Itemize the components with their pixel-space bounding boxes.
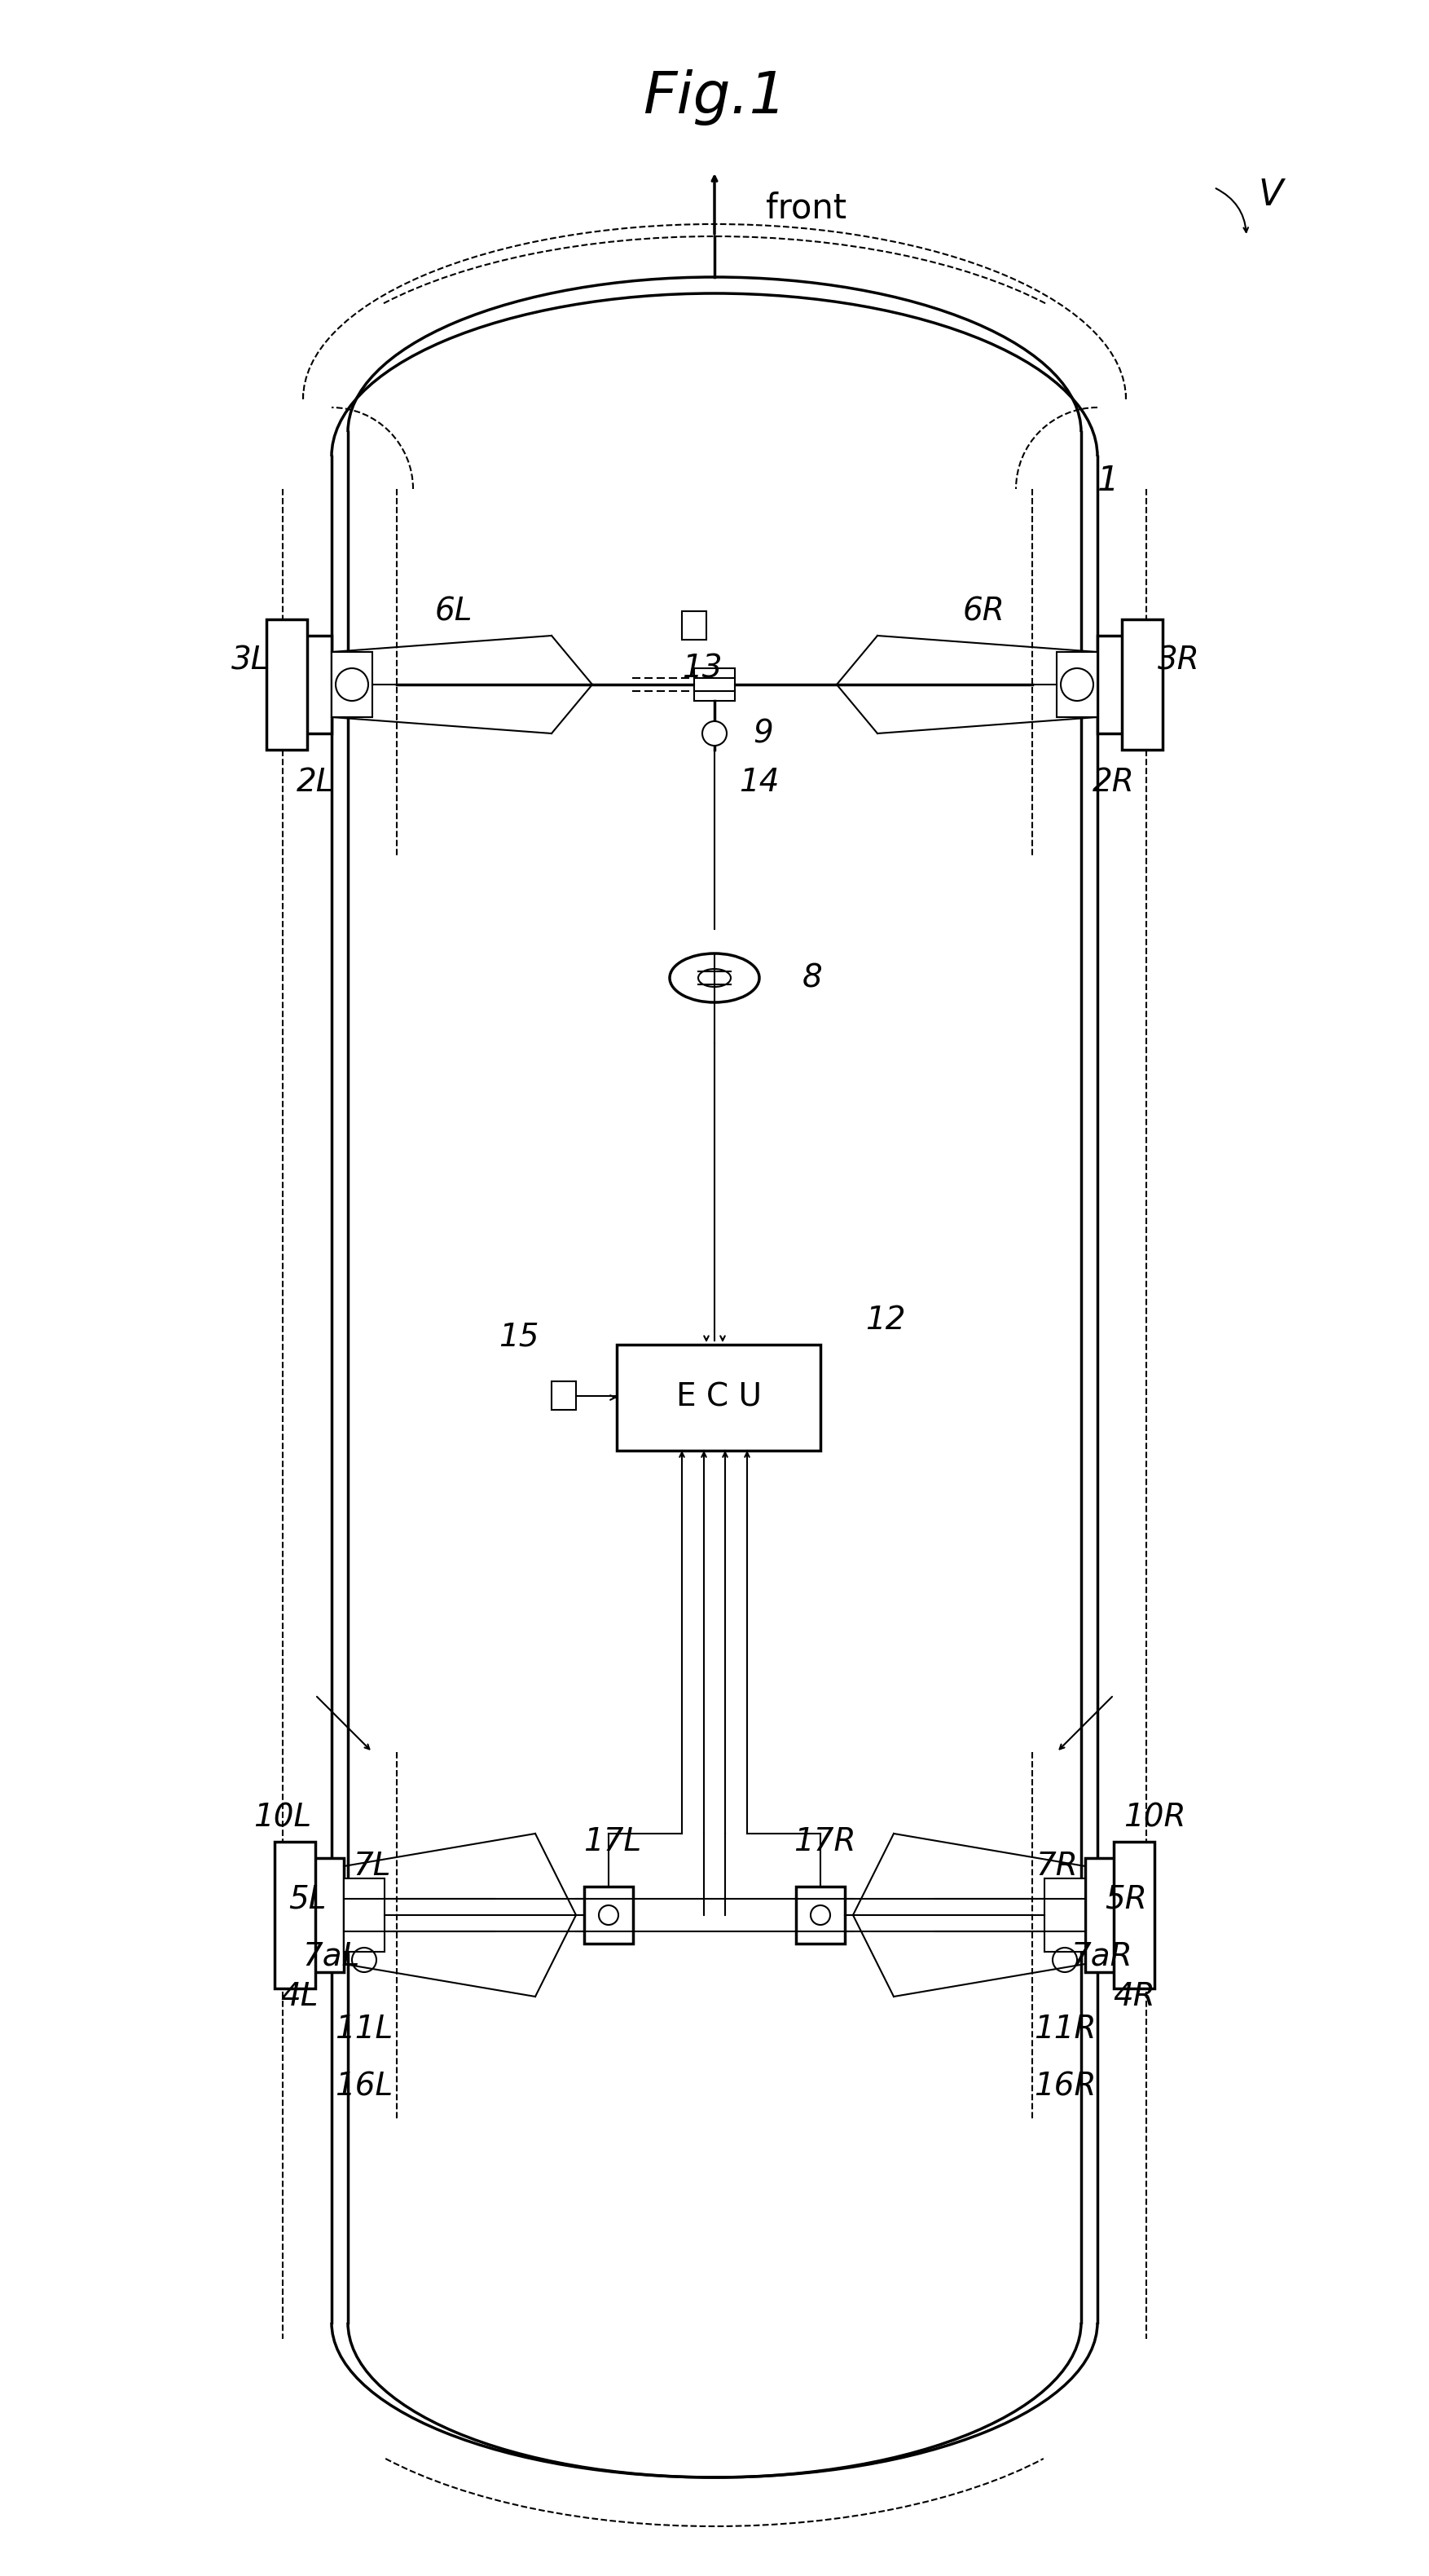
- Bar: [274, 1842, 316, 1989]
- Text: 11L: 11L: [336, 2014, 393, 2045]
- Text: 10R: 10R: [1123, 1801, 1186, 1832]
- Text: 2L: 2L: [296, 768, 334, 799]
- Text: 4R: 4R: [1113, 1981, 1155, 2012]
- Bar: [796, 1886, 845, 1945]
- Bar: [617, 1345, 820, 1450]
- Text: 4L: 4L: [280, 1981, 317, 2012]
- Bar: [552, 1381, 576, 1409]
- Text: 5R: 5R: [1105, 1883, 1147, 1914]
- Bar: [344, 1878, 384, 1953]
- Text: 16L: 16L: [336, 2071, 393, 2102]
- Bar: [694, 667, 735, 701]
- Text: Fig.1: Fig.1: [643, 70, 786, 126]
- Text: 13: 13: [682, 652, 723, 683]
- Circle shape: [599, 1906, 619, 1924]
- Bar: [682, 611, 706, 639]
- Text: 8: 8: [802, 963, 822, 994]
- Text: 7L: 7L: [353, 1850, 392, 1880]
- Text: 15: 15: [499, 1321, 539, 1352]
- Text: 1: 1: [1097, 464, 1119, 497]
- Text: 16R: 16R: [1033, 2071, 1096, 2102]
- Text: 7R: 7R: [1036, 1850, 1077, 1880]
- Bar: [584, 1886, 633, 1945]
- Bar: [1113, 1842, 1155, 1989]
- Text: 17R: 17R: [793, 1826, 856, 1857]
- Text: 12: 12: [866, 1303, 906, 1337]
- Bar: [266, 618, 307, 750]
- Text: 3R: 3R: [1157, 644, 1200, 675]
- Text: 7aR: 7aR: [1070, 1940, 1132, 1971]
- Text: 10L: 10L: [254, 1801, 312, 1832]
- Circle shape: [702, 721, 727, 744]
- Text: 17L: 17L: [583, 1826, 642, 1857]
- Text: 2R: 2R: [1093, 768, 1135, 799]
- Text: 9: 9: [753, 719, 773, 750]
- Text: 14: 14: [739, 768, 779, 799]
- Bar: [1085, 1857, 1122, 1973]
- Bar: [299, 636, 332, 734]
- Bar: [307, 1857, 344, 1973]
- Text: 6L: 6L: [434, 595, 473, 626]
- Text: front: front: [766, 191, 846, 224]
- Bar: [1097, 636, 1130, 734]
- Text: E C U: E C U: [676, 1383, 762, 1414]
- Bar: [1122, 618, 1163, 750]
- Bar: [1045, 1878, 1085, 1953]
- Circle shape: [810, 1906, 830, 1924]
- Text: 6R: 6R: [962, 595, 1005, 626]
- Text: 7aL: 7aL: [303, 1940, 360, 1971]
- Bar: [1056, 652, 1097, 716]
- Text: 11R: 11R: [1033, 2014, 1096, 2045]
- Text: 3L: 3L: [231, 644, 269, 675]
- Text: 5L: 5L: [289, 1883, 326, 1914]
- Bar: [332, 652, 373, 716]
- Text: V: V: [1259, 178, 1283, 214]
